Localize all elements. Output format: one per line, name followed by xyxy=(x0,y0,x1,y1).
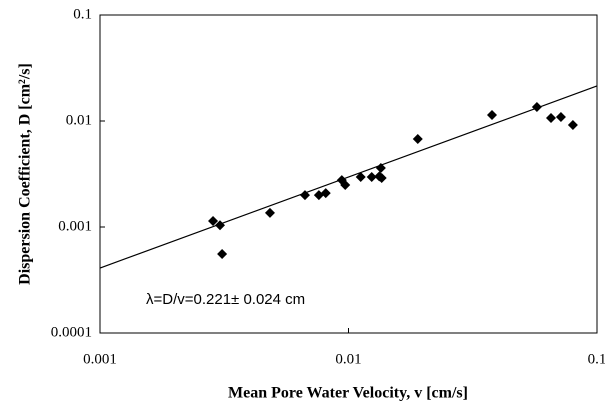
data-point xyxy=(531,102,542,113)
x-tick-label: 0.01 xyxy=(335,351,361,367)
data-point xyxy=(208,215,219,226)
x-axis-label: Mean Pore Water Velocity, v [cm/s] xyxy=(228,385,468,402)
data-point xyxy=(264,207,275,218)
y-tick-label: 0.0001 xyxy=(51,324,92,340)
data-point xyxy=(567,119,578,130)
y-tick-label: 0.001 xyxy=(58,218,92,234)
data-point xyxy=(376,172,387,183)
data-point xyxy=(299,190,310,201)
data-point xyxy=(487,109,498,120)
data-point xyxy=(340,180,351,191)
data-point xyxy=(320,188,331,199)
data-point xyxy=(412,134,423,145)
data-point xyxy=(355,172,366,183)
x-tick-label: 0.1 xyxy=(588,351,605,367)
y-tick-label: 0.1 xyxy=(73,6,92,22)
data-point xyxy=(366,172,377,183)
x-tick-label: 0.001 xyxy=(83,351,117,367)
annotation: λ=D/v=0.221± 0.024 cm xyxy=(146,291,305,308)
data-point xyxy=(375,163,386,174)
plot-frame xyxy=(99,14,598,334)
data-point xyxy=(555,112,566,123)
y-tick-label: 0.01 xyxy=(66,112,92,128)
y-axis-label: Dispersion Coefficient, D [cm²/s] xyxy=(17,63,34,285)
data-point xyxy=(217,249,228,260)
fit-line xyxy=(99,85,598,269)
data-point xyxy=(214,220,225,231)
data-point xyxy=(546,113,557,124)
